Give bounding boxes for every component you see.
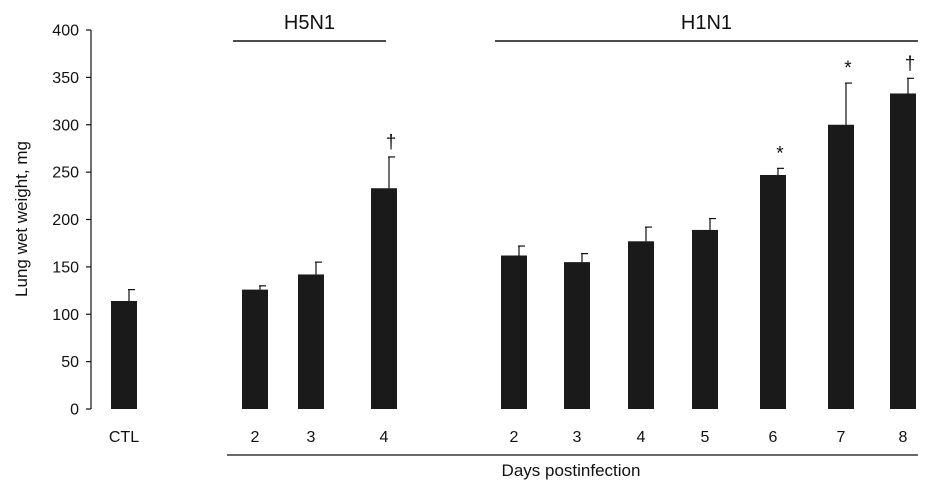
x-tick-label: 2: [251, 429, 260, 446]
bar: [242, 289, 268, 409]
bar: [692, 229, 718, 409]
significance-marker: *: [844, 58, 852, 79]
bar: [828, 124, 854, 409]
group-label: H5N1: [284, 12, 335, 34]
bar: [298, 274, 324, 409]
x-tick-label: 3: [573, 429, 582, 446]
y-tick-label: 0: [70, 402, 79, 419]
y-tick-label: 50: [61, 354, 79, 371]
x-tick-label: 6: [769, 429, 778, 446]
x-tick-label: CTL: [109, 429, 139, 446]
group-label: H1N1: [681, 12, 732, 34]
significance-marker: †: [905, 53, 916, 74]
x-tick-label: 4: [380, 429, 389, 446]
y-tick-label: 150: [52, 259, 79, 276]
y-tick-label: 200: [52, 212, 79, 229]
x-tick-label: 7: [837, 429, 846, 446]
x-tick-label: 5: [701, 429, 710, 446]
y-tick-label: 250: [52, 165, 79, 182]
significance-marker: †: [386, 132, 397, 153]
y-axis: 0 50 100 150 200 250 300 350 400: [52, 23, 92, 419]
bar: [564, 262, 590, 409]
y-tick-label: 300: [52, 117, 79, 134]
y-tick-label: 400: [52, 23, 79, 40]
bar: [371, 188, 397, 409]
y-tick-label: 100: [52, 307, 79, 324]
bar: [501, 255, 527, 409]
x-tick-label: 3: [307, 429, 316, 446]
y-tick-label: 350: [52, 70, 79, 87]
bar: [760, 174, 786, 409]
x-tick-label: 2: [510, 429, 519, 446]
x-tick-label: 8: [899, 429, 908, 446]
significance-marker: *: [776, 143, 784, 164]
bar: [890, 93, 916, 410]
bar: [628, 241, 654, 409]
group-brackets: H5N1 H1N1: [233, 12, 918, 42]
x-tick-label: 4: [637, 429, 646, 446]
x-axis-title: Days postinfection: [502, 461, 641, 480]
bar: [111, 300, 137, 409]
x-axis: CTL 2 3 4 2 3 4 5 6 7 8: [109, 429, 918, 456]
y-axis-title: Lung wet weight, mg: [12, 141, 31, 297]
bars: † * * †: [111, 53, 916, 410]
